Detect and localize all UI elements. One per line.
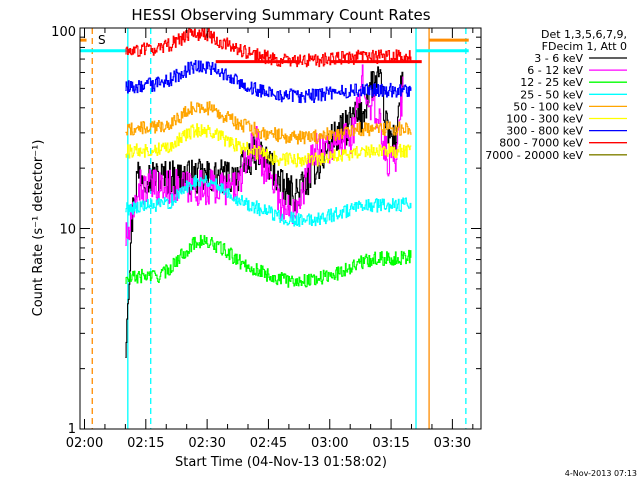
x-tick-label-0: 02:00 xyxy=(66,436,103,451)
chart-title: HESSI Observing Summary Count Rates xyxy=(131,6,430,24)
y-axis-label: Count Rate (s⁻¹ detector⁻¹) xyxy=(31,140,46,317)
series-line-4 xyxy=(125,101,412,145)
legend-entry-label-5: 100 - 300 keV xyxy=(506,113,583,126)
legend-entry-label-1: 6 - 12 keV xyxy=(527,64,583,77)
flag-label: S xyxy=(98,33,106,47)
y-tick-label-0: 1 xyxy=(68,422,76,437)
series-line-0 xyxy=(125,66,404,358)
legend-entry-label-6: 300 - 800 keV xyxy=(506,125,583,138)
legend-entry-label-4: 50 - 100 keV xyxy=(513,100,583,113)
legend-entry-label-0: 3 - 6 keV xyxy=(534,52,583,65)
footer-date: 4-Nov-2013 07:13 xyxy=(565,469,637,478)
series-line-5 xyxy=(125,123,412,168)
legend-entry-label-2: 12 - 25 keV xyxy=(520,76,583,89)
legend-header-0: Det 1,3,5,6,7,9, xyxy=(541,28,627,41)
legend-header-1: FDecim 1, Att 0 xyxy=(542,40,627,53)
legend-entry-label-8: 7000 - 20000 keV xyxy=(485,149,583,162)
x-axis-label: Start Time (04-Nov-13 01:58:02) xyxy=(175,455,387,470)
plot-area: S xyxy=(80,28,469,429)
x-tick-label-5: 03:15 xyxy=(372,436,409,451)
x-tick-label-6: 03:30 xyxy=(434,436,471,451)
x-tick-label-1: 02:15 xyxy=(127,436,164,451)
series-line-6 xyxy=(125,59,412,104)
x-tick-label-4: 03:00 xyxy=(311,436,348,451)
legend-entry-label-7: 800 - 7000 keV xyxy=(499,137,583,150)
legend-entry-label-3: 25 - 50 keV xyxy=(520,88,583,101)
series-line-7 xyxy=(125,28,412,68)
y-tick-label-1: 10 xyxy=(59,223,76,238)
y-tick-label-2: 100 xyxy=(51,25,76,40)
legend: Det 1,3,5,6,7,9,FDecim 1, Att 03 - 6 keV… xyxy=(485,28,627,162)
x-tick-label-3: 02:45 xyxy=(250,436,287,451)
series-line-3 xyxy=(125,174,412,227)
axes: 1 10 100 02:00 02:15 02:30 02:45 03:00 03:15 03:3… xyxy=(51,25,481,451)
x-tick-label-2: 02:30 xyxy=(188,436,225,451)
series-line-2 xyxy=(125,234,412,288)
